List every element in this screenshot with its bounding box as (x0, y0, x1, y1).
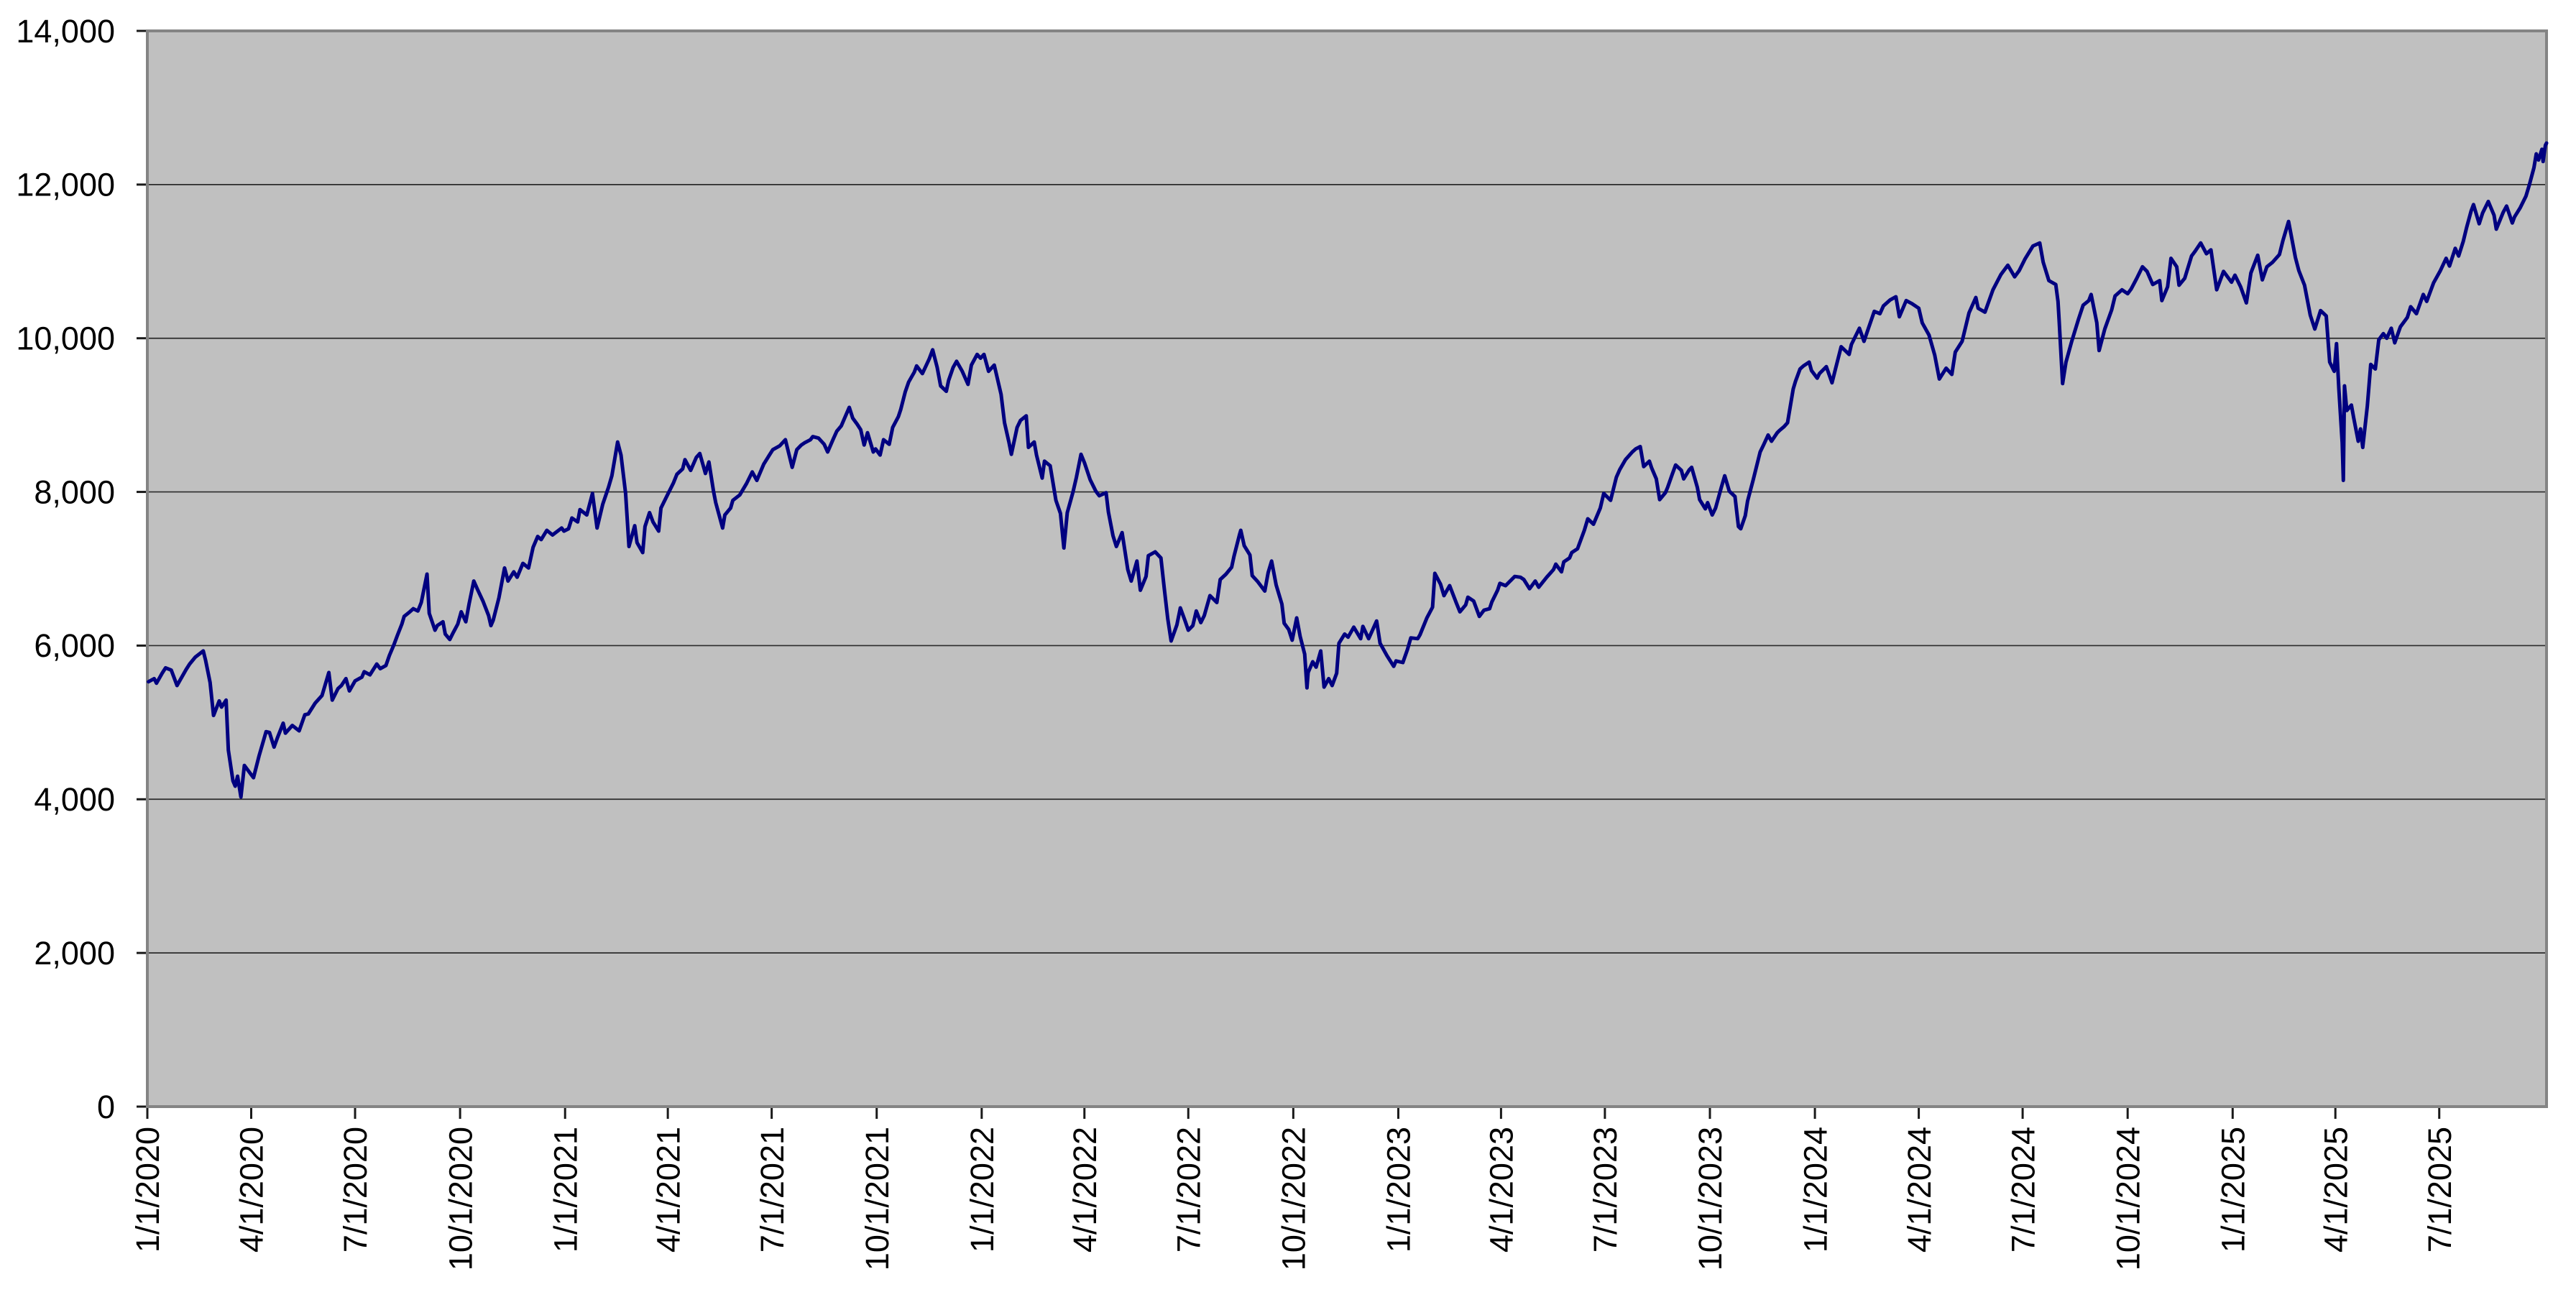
plot-border (146, 29, 2548, 1108)
y-tick-label: 14,000 (16, 13, 115, 50)
y-tick-label: 6,000 (34, 627, 115, 664)
y-tick-label: 2,000 (34, 935, 115, 972)
x-tick-label: 1/1/2024 (1797, 1127, 1834, 1252)
x-tick-label: 10/1/2021 (859, 1127, 896, 1270)
x-axis-labels: 1/1/2020 4/1/2020 7/1/2020 10/1/2020 1/1/202… (129, 1127, 2458, 1270)
x-tick-label: 1/1/2020 (129, 1127, 166, 1252)
x-tick-label: 7/1/2025 (2421, 1127, 2458, 1252)
x-tick-label: 4/1/2021 (650, 1127, 686, 1252)
y-axis-ticks (137, 29, 147, 1108)
x-tick-label: 4/1/2024 (1901, 1127, 1938, 1252)
x-tick-label: 10/1/2020 (442, 1127, 479, 1270)
x-tick-label: 10/1/2023 (1692, 1127, 1729, 1270)
gridlines (147, 184, 2547, 954)
x-tick-label: 7/1/2023 (1587, 1127, 1624, 1252)
y-tick-label: 10,000 (16, 320, 115, 356)
x-tick-label: 7/1/2021 (754, 1127, 791, 1252)
x-tick-label: 7/1/2024 (2005, 1127, 2041, 1252)
x-axis-ticks (146, 1107, 2441, 1119)
x-tick-label: 1/1/2025 (2214, 1127, 2251, 1252)
x-tick-label: 1/1/2021 (547, 1127, 584, 1252)
x-tick-label: 4/1/2020 (234, 1127, 270, 1252)
x-tick-label: 4/1/2025 (2317, 1127, 2354, 1252)
y-tick-label: 8,000 (34, 474, 115, 510)
plot-area (147, 31, 2547, 1107)
x-tick-label: 1/1/2023 (1381, 1127, 1417, 1252)
data-series-line (147, 141, 2549, 799)
x-tick-label: 1/1/2022 (964, 1127, 1000, 1252)
x-tick-label: 4/1/2023 (1484, 1127, 1520, 1252)
x-tick-label: 4/1/2022 (1067, 1127, 1103, 1252)
x-tick-label: 7/1/2022 (1170, 1127, 1207, 1252)
x-tick-label: 10/1/2022 (1276, 1127, 1312, 1270)
y-axis-labels: 0 2,000 4,000 6,000 8,000 10,000 12,000 14,000 (16, 13, 115, 1125)
x-tick-label: 7/1/2020 (337, 1127, 374, 1252)
y-tick-label: 12,000 (16, 167, 115, 203)
y-tick-label: 0 (97, 1089, 115, 1125)
x-tick-label: 10/1/2024 (2110, 1127, 2146, 1270)
y-tick-label: 4,000 (34, 781, 115, 818)
